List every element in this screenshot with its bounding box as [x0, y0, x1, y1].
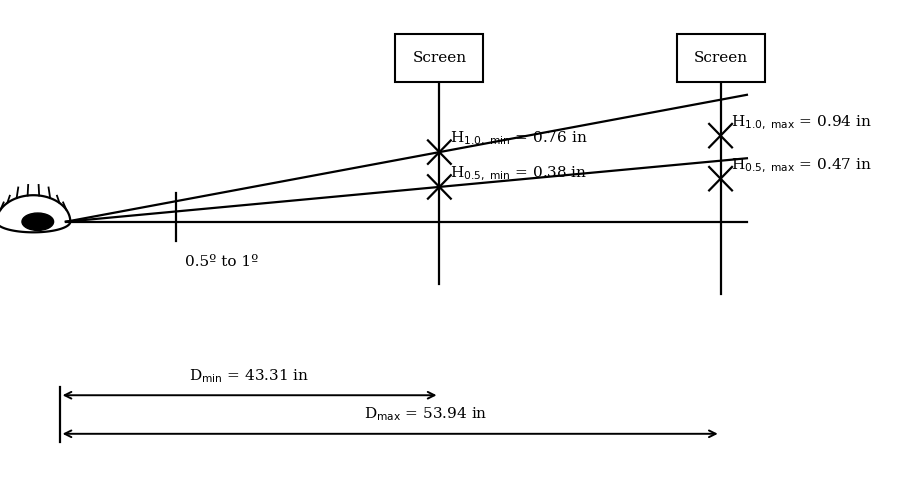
Text: D$_{\mathrm{min}}$ = 43.31 in: D$_{\mathrm{min}}$ = 43.31 in: [189, 367, 309, 385]
Circle shape: [22, 213, 53, 230]
Text: H$_{0.5,\ \mathrm{min}}$ = 0.38 in: H$_{0.5,\ \mathrm{min}}$ = 0.38 in: [450, 165, 587, 183]
Text: H$_{1.0,\ \mathrm{min}}$ = 0.76 in: H$_{1.0,\ \mathrm{min}}$ = 0.76 in: [450, 130, 587, 148]
Text: Screen: Screen: [412, 51, 466, 65]
Text: 0.5º to 1º: 0.5º to 1º: [185, 255, 258, 269]
Text: H$_{1.0,\ \mathrm{max}}$ = 0.94 in: H$_{1.0,\ \mathrm{max}}$ = 0.94 in: [732, 113, 872, 132]
Text: D$_{\mathrm{max}}$ = 53.94 in: D$_{\mathrm{max}}$ = 53.94 in: [364, 405, 487, 423]
Text: H$_{0.5,\ \mathrm{max}}$ = 0.47 in: H$_{0.5,\ \mathrm{max}}$ = 0.47 in: [732, 157, 872, 175]
Bar: [395, 34, 483, 82]
Bar: [676, 34, 765, 82]
Text: Screen: Screen: [694, 51, 748, 65]
